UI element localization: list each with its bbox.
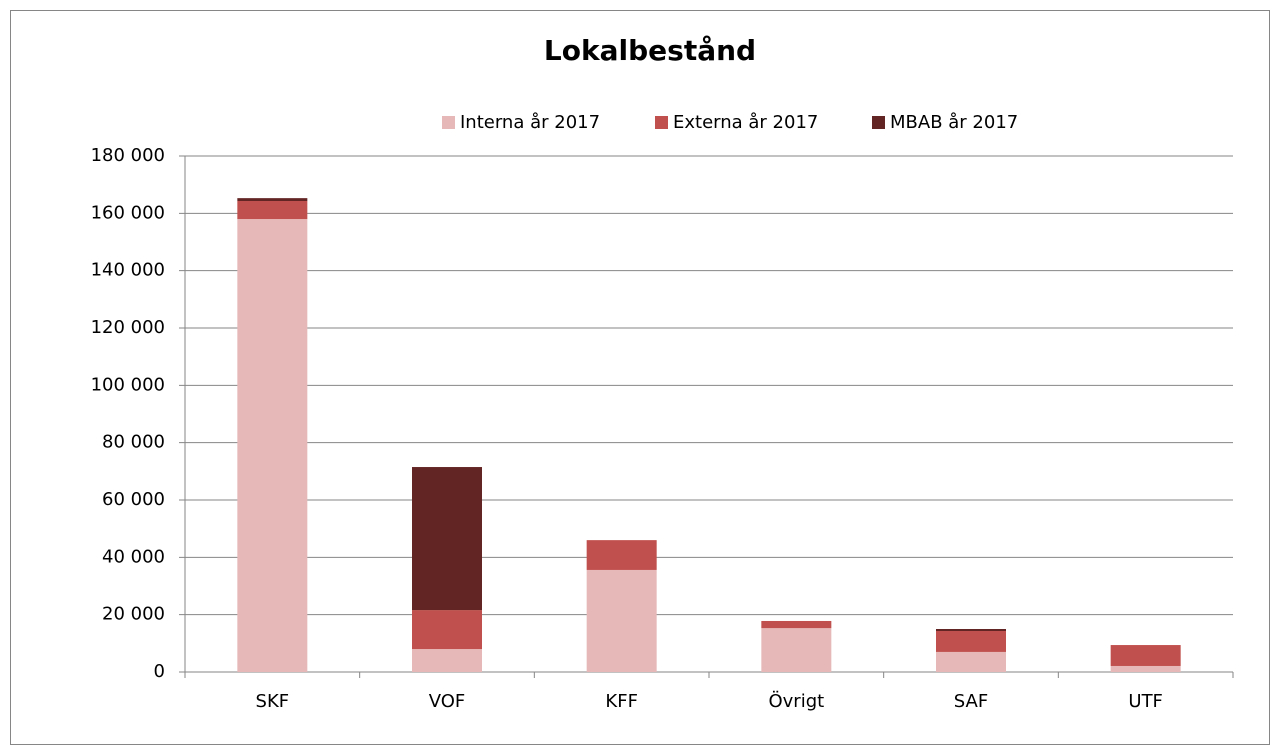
bar-segment xyxy=(761,628,832,672)
bar-segment xyxy=(412,649,482,672)
bar-segment xyxy=(1110,645,1181,666)
y-tick-label: 180 000 xyxy=(91,145,165,166)
y-tick-label: 160 000 xyxy=(91,202,165,223)
bar-segment xyxy=(936,629,1006,632)
x-tick-label: SAF xyxy=(954,691,988,712)
bar-segment xyxy=(761,620,832,629)
legend-label: Interna år 2017 xyxy=(460,112,600,133)
y-tick-label: 20 000 xyxy=(102,604,165,625)
bar-segment xyxy=(237,219,308,673)
bar-segment xyxy=(412,467,482,611)
y-tick-label: 120 000 xyxy=(91,317,165,338)
x-tick-label: SKF xyxy=(256,691,290,712)
bar-segment xyxy=(586,569,657,672)
legend-label: MBAB år 2017 xyxy=(890,112,1018,133)
bar-segment xyxy=(586,540,657,570)
bar-segment xyxy=(936,651,1006,672)
legend-swatch xyxy=(655,116,668,129)
chart-title: Lokalbestånd xyxy=(544,34,756,67)
x-tick-label: VOF xyxy=(429,691,466,712)
x-tick-label: UTF xyxy=(1128,691,1163,712)
legend-label: Externa år 2017 xyxy=(673,112,818,133)
legend-swatch xyxy=(442,116,455,129)
x-tick-label: KFF xyxy=(605,691,638,712)
bar-segment xyxy=(936,631,1006,652)
y-tick-label: 0 xyxy=(154,661,165,682)
y-tick-label: 140 000 xyxy=(91,260,165,281)
legend-swatch xyxy=(872,116,885,129)
y-tick-label: 80 000 xyxy=(102,432,165,453)
bar-segment xyxy=(1110,665,1181,672)
y-tick-label: 40 000 xyxy=(102,546,165,567)
bar-segment xyxy=(237,201,308,220)
y-tick-label: 100 000 xyxy=(91,374,165,395)
bar-segment xyxy=(237,198,308,202)
y-tick-label: 60 000 xyxy=(102,489,165,510)
x-tick-label: Övrigt xyxy=(768,690,824,712)
bar-segment xyxy=(412,610,482,650)
